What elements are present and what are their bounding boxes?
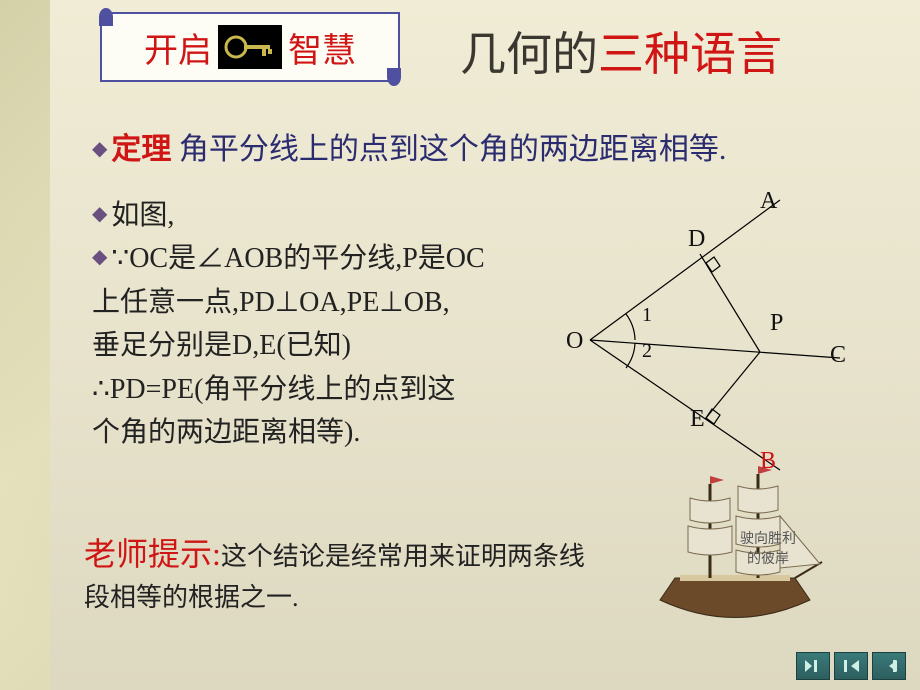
title-part2: 三种语言 — [598, 29, 782, 80]
header-badge: 开启 智慧 — [100, 12, 400, 82]
point-label-O: O — [566, 328, 583, 355]
ship-illustration — [640, 460, 830, 640]
teacher-hint: 老师提示:这个结论是经常用来证明两条线段相等的根据之一. — [84, 530, 604, 617]
proof-body: ◆如图, ◆∵OC是∠AOB的平分线,P是OC 上任意一点,PD⊥OA,PE⊥O… — [92, 194, 552, 454]
angle-label-1: 1 — [642, 304, 652, 327]
page-title: 几何的三种语言 — [460, 18, 782, 84]
nav-next-button[interactable] — [872, 652, 906, 680]
theorem-label: 定理 — [111, 133, 171, 166]
nav-end-button[interactable] — [796, 652, 830, 680]
point-label-P: P — [770, 310, 783, 337]
bullet-icon: ◆ — [92, 246, 107, 268]
point-label-C: C — [830, 342, 846, 369]
point-label-E: E — [690, 406, 705, 433]
badge-text-right: 智慧 — [288, 23, 356, 72]
title-part1: 几何的 — [460, 29, 598, 80]
body-line: 上任意一点,PD⊥OA,PE⊥OB, — [92, 281, 552, 324]
bullet-icon: ◆ — [92, 203, 107, 225]
badge-ornament — [99, 8, 113, 26]
body-line: ∴PD=PE(角平分线上的点到这 — [92, 368, 552, 411]
theorem-line: ◆定理 角平分线上的点到这个角的两边距离相等. — [92, 124, 726, 168]
hint-label: 老师提示: — [84, 536, 221, 572]
key-icon — [218, 25, 282, 69]
angle-label-2: 2 — [642, 340, 652, 363]
badge-text-left: 开启 — [144, 23, 212, 72]
ship-caption-line2: 的彼岸 — [747, 552, 789, 567]
nav-prev-button[interactable] — [834, 652, 868, 680]
bullet-icon: ◆ — [92, 138, 107, 160]
point-label-A: A — [760, 188, 777, 215]
badge-ornament — [387, 68, 401, 86]
body-line: ∵OC是∠AOB的平分线,P是OC — [111, 243, 484, 274]
point-label-D: D — [688, 226, 705, 253]
body-line: 垂足分别是D,E(已知) — [92, 324, 552, 367]
body-line: 如图, — [111, 200, 174, 231]
slide-nav — [796, 652, 906, 680]
body-line: 个角的两边距离相等). — [92, 411, 552, 454]
ship-caption-line1: 驶向胜利 — [740, 532, 796, 547]
theorem-text: 角平分线上的点到这个角的两边距离相等. — [179, 133, 727, 166]
angle-bisector-diagram: O A D P C E B 1 2 — [560, 190, 860, 470]
ship-caption: 驶向胜利 的彼岸 — [740, 530, 796, 569]
